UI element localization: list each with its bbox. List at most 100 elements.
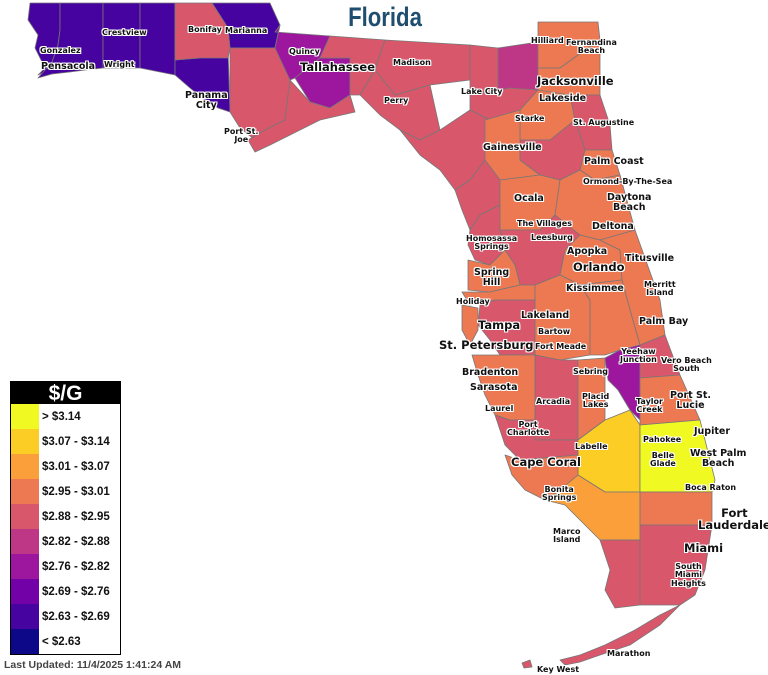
price-legend: $/G > $3.14 $3.07 - $3.14 $3.01 - $3.07 … xyxy=(10,381,121,655)
city-label-pahokee: Pahokee xyxy=(643,435,682,444)
city-label-orlando: Orlando xyxy=(573,260,625,274)
city-label-sebring: Sebring xyxy=(573,367,609,376)
city-label-madison: Madison xyxy=(393,58,431,67)
region-miami-dade xyxy=(639,524,713,606)
city-label-south-miami-heights: South Miami Heights xyxy=(671,562,706,588)
legend-swatch xyxy=(11,604,39,629)
region-monroe-mainland xyxy=(599,539,641,609)
region-holmes xyxy=(174,2,231,61)
city-label-ocala: Ocala xyxy=(514,193,544,204)
city-label-labelle: Labelle xyxy=(575,442,608,451)
city-label-arcadia: Arcadia xyxy=(536,397,571,406)
last-updated-text: Last Updated: 11/4/2025 1:41:24 AM xyxy=(4,659,182,671)
map-title: Florida xyxy=(348,2,422,32)
legend-row: $3.01 - $3.07 xyxy=(11,454,120,479)
city-label-daytona-beach: Daytona Beach xyxy=(607,192,652,213)
city-label-quincy: Quincy xyxy=(289,47,320,56)
city-label-apopka: Apopka xyxy=(567,246,608,257)
city-label-port-charlotte: Port Charlotte xyxy=(507,420,550,438)
legend-swatch xyxy=(11,579,39,604)
city-label-titusville: Titusville xyxy=(625,253,675,264)
city-label-marco-island: Marco Island xyxy=(553,527,581,545)
city-label-belle-glade: Belle Glade xyxy=(650,451,676,469)
city-label-the-villages: The Villages xyxy=(517,219,572,228)
legend-row: > $3.14 xyxy=(11,404,120,429)
legend-label: $3.01 - $3.07 xyxy=(42,460,110,473)
legend-label: $3.07 - $3.14 xyxy=(42,435,110,448)
city-label-boca-raton: Boca Raton xyxy=(685,483,737,492)
city-label-ormond-by-the-sea: Ormond-By-The-Sea xyxy=(583,177,673,186)
legend-row: $2.95 - $3.01 xyxy=(11,479,120,504)
legend-label: < $2.63 xyxy=(42,635,81,648)
city-label-palm-bay: Palm Bay xyxy=(639,316,689,327)
city-label-fort-meade: Fort Meade xyxy=(535,342,587,351)
legend-swatch xyxy=(11,479,39,504)
city-label-panama-city: Panama City xyxy=(185,90,228,111)
city-label-laurel: Laurel xyxy=(485,404,514,413)
legend-label: $2.88 - $2.95 xyxy=(42,510,110,523)
city-label-spring-hill: Spring Hill xyxy=(474,267,510,288)
city-label-kissimmee: Kissimmee xyxy=(566,283,624,294)
city-label-fort-lauderdale: Fort Lauderdale xyxy=(698,506,768,533)
region-key-west xyxy=(521,659,533,669)
city-label-port-st-joe: Port St. Joe xyxy=(224,127,259,145)
legend-row: $2.76 - $2.82 xyxy=(11,554,120,579)
city-label-jupiter: Jupiter xyxy=(694,426,731,437)
legend-label: > $3.14 xyxy=(42,410,81,423)
legend-row: < $2.63 xyxy=(11,629,120,654)
city-label-palm-coast: Palm Coast xyxy=(584,156,644,167)
region-palm-beach xyxy=(639,419,716,493)
region-baker xyxy=(497,41,539,91)
city-label-st-petersburg: St. Petersburg xyxy=(439,338,534,352)
legend-label: $2.82 - $2.88 xyxy=(42,535,110,548)
city-label-yeehaw-junction: Yeehaw Junction xyxy=(620,347,657,365)
city-label-homosassa-springs: Homosassa Springs xyxy=(466,234,518,252)
city-label-miami: Miami xyxy=(684,541,724,555)
city-label-taylor-creek: Taylor Creek xyxy=(636,397,663,415)
city-label-leesburg: Leesburg xyxy=(531,233,573,242)
city-label-tallahassee: Tallahassee xyxy=(300,60,376,74)
legend-row: $2.63 - $2.69 xyxy=(11,604,120,629)
legend-row: $2.69 - $2.76 xyxy=(11,579,120,604)
city-label-lakeside: Lakeside xyxy=(539,93,587,104)
legend-row: $2.82 - $2.88 xyxy=(11,529,120,554)
legend-swatch xyxy=(11,404,39,429)
city-label-bartow: Bartow xyxy=(538,327,571,336)
city-label-deltona: Deltona xyxy=(592,221,634,232)
region-liberty-wakulla xyxy=(247,79,356,153)
city-label-crestview: Crestview xyxy=(102,28,147,37)
city-label-placid-lakes: Placid Lakes xyxy=(582,392,610,410)
city-label-tampa: Tampa xyxy=(478,318,521,332)
legend-title: $/G xyxy=(11,382,120,405)
legend-row: $2.88 - $2.95 xyxy=(11,504,120,529)
legend-swatch xyxy=(11,629,39,654)
city-label-starke: Starke xyxy=(515,114,545,123)
city-label-bonifay: Bonifay xyxy=(188,25,222,34)
city-label-west-palm-beach: West Palm Beach xyxy=(690,448,747,469)
region-walton xyxy=(139,2,176,76)
legend-swatch xyxy=(11,504,39,529)
city-label-marianna: Marianna xyxy=(225,26,268,35)
city-label-gonzalez: Gonzalez xyxy=(40,46,81,55)
city-label-fernandina-beach: Fernandina Beach xyxy=(566,38,617,56)
legend-label: $2.95 - $3.01 xyxy=(42,485,110,498)
city-label-st-augustine: St. Augustine xyxy=(573,118,635,127)
legend-label: $2.63 - $2.69 xyxy=(42,610,110,623)
city-label-lakeland: Lakeland xyxy=(521,310,570,321)
city-label-bonita-springs: Bonita Springs xyxy=(542,485,577,503)
region-pinellas xyxy=(461,304,479,346)
region-okaloosa xyxy=(102,2,141,69)
region-okeechobee xyxy=(604,344,641,421)
region-hernando xyxy=(467,249,521,293)
legend-swatch xyxy=(11,529,39,554)
city-label-port-st-lucie: Port St. Lucie xyxy=(670,390,712,411)
city-label-holiday: Holiday xyxy=(456,297,490,306)
legend-label: $2.69 - $2.76 xyxy=(42,585,110,598)
city-label-jacksonville: Jacksonville xyxy=(537,74,614,88)
city-label-vero-beach-south: Vero Beach South xyxy=(661,356,712,374)
city-label-marathon: Marathon xyxy=(607,649,651,658)
city-label-hilliard: Hilliard xyxy=(531,36,564,45)
legend-swatch xyxy=(11,554,39,579)
region-keys xyxy=(559,604,681,666)
